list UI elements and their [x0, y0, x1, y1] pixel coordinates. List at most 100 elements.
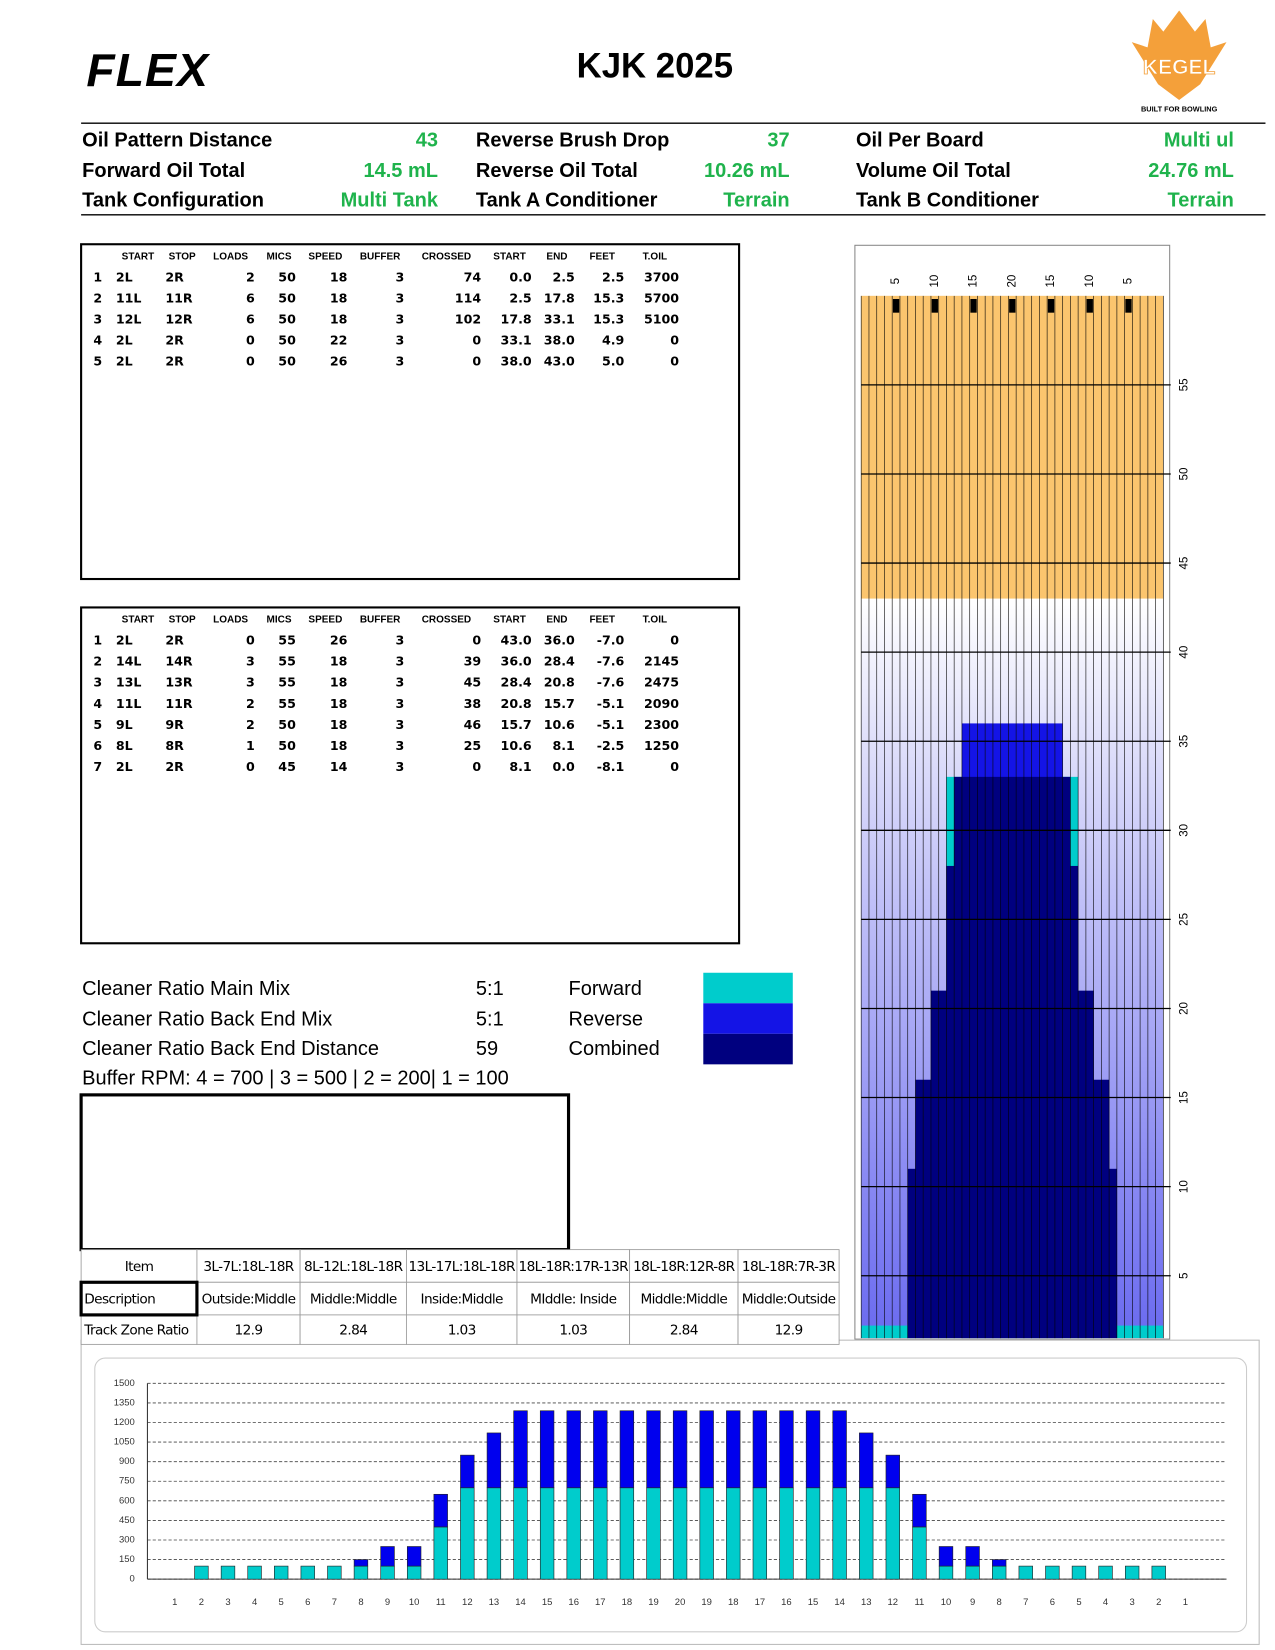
table-cell: Item [125, 1259, 154, 1275]
bar-segment [992, 1565, 1007, 1580]
table-cell: 39 [464, 654, 482, 669]
bar-segment [672, 1410, 688, 1489]
x-tick-label: 9 [970, 1597, 975, 1608]
legend-swatch [703, 972, 793, 1004]
bar-segment [247, 1565, 262, 1580]
table-cell: 46 [464, 717, 482, 732]
summary-label: Reverse Oil Total [476, 160, 638, 182]
oil-bar [977, 776, 986, 1339]
y-tick-label: 450 [119, 1515, 135, 1526]
table-cell: Middle:Middle [310, 1292, 397, 1308]
oil-bar [876, 1325, 885, 1339]
x-tick-label: 3 [1130, 1597, 1135, 1608]
bar-panel [94, 1357, 1248, 1633]
table-cell: 3 [396, 633, 405, 648]
table-cell: 5700 [644, 290, 679, 305]
bar-segment [353, 1565, 369, 1580]
table-cell: Track Zone Ratio [83, 1323, 189, 1339]
bar-segment [779, 1487, 794, 1580]
table-cell: 0 [472, 759, 481, 774]
bar-segment [194, 1565, 209, 1580]
table-cell: Middle:Outside [742, 1292, 836, 1308]
column-header: BUFFER [360, 252, 401, 263]
table-cell-box [629, 1314, 739, 1345]
table-cell: 28.4 [544, 654, 575, 669]
summary-label: Tank B Conditioner [856, 189, 1039, 211]
bar-segment [965, 1546, 980, 1567]
y-tick-label: 750 [119, 1476, 135, 1487]
legend-label: Forward [569, 978, 642, 1000]
table-cell: 50 [278, 717, 296, 732]
table-cell: 18 [330, 738, 348, 753]
x-tick-label: 12 [888, 1597, 899, 1608]
summary-value: 43 [416, 129, 438, 151]
x-tick-label: 16 [781, 1597, 792, 1608]
oil-bar [868, 1325, 877, 1339]
table-cell-box [405, 1314, 518, 1345]
summary-label: Tank Configuration [82, 189, 264, 211]
oil-bar [1023, 776, 1032, 1339]
table-cell: -8.1 [597, 759, 625, 774]
title: KJK 2025 [577, 48, 733, 86]
y-tick-label: 150 [119, 1554, 135, 1565]
table-cell: 11L [116, 696, 142, 711]
brand: KEGEL [1143, 56, 1216, 79]
table-cell: 14 [330, 759, 348, 774]
lane-dry [861, 295, 1164, 599]
oil-bar [930, 990, 939, 1339]
x-tick-label: 20 [675, 1597, 686, 1608]
bar-segment [220, 1565, 236, 1580]
legend-label: Reverse [569, 1008, 643, 1030]
table-cell: 8L-12L:18L-18R [304, 1259, 404, 1275]
summary-label: Oil Per Board [856, 129, 984, 151]
table-cell-box [405, 1249, 518, 1283]
table-cell: 5100 [644, 312, 679, 327]
summary-label: Oil Pattern Distance [82, 129, 272, 151]
x-tick-label: 1 [1183, 1597, 1188, 1608]
table-cell: 50 [278, 269, 296, 284]
table-cell: 5 [93, 354, 102, 369]
y-tick-label: 10 [1178, 1180, 1190, 1193]
table-cell: 43.0 [544, 354, 575, 369]
column-header: T.OIL [643, 615, 667, 626]
table-cell: 18 [330, 696, 348, 711]
table-cell-box [405, 1281, 518, 1316]
table-cell: 2L [116, 633, 133, 648]
table-cell: 3 [93, 675, 102, 690]
bar-segment [433, 1493, 448, 1528]
y-tick-label: 45 [1178, 557, 1190, 570]
summary-label: Forward Oil Total [82, 160, 245, 182]
column-header: START [493, 252, 526, 263]
x-tick-label: 19 [701, 1597, 712, 1608]
legend-label: Combined [569, 1038, 660, 1060]
oil-bar [1132, 1325, 1141, 1339]
x-tick-label: 15 [1045, 275, 1057, 288]
table-cell-box [629, 1281, 739, 1316]
bar-segment [593, 1487, 608, 1580]
column-header: STOP [169, 615, 196, 626]
bar-segment [1098, 1565, 1113, 1580]
table-cell-box [196, 1281, 301, 1316]
table-cell: 2R [165, 354, 184, 369]
oil-bar [1147, 1325, 1156, 1339]
bar-segment [539, 1410, 555, 1489]
table-cell: Inside:Middle [421, 1292, 503, 1308]
bar-segment [672, 1487, 688, 1580]
bar-segment [327, 1565, 342, 1580]
table-cell: 15.3 [593, 312, 624, 327]
table-cell: 20.8 [544, 675, 575, 690]
table-cell: 10.6 [501, 738, 532, 753]
x-tick-label: 4 [1103, 1597, 1108, 1608]
column-header: T.OIL [643, 252, 667, 263]
bar-segment [832, 1487, 847, 1580]
x-tick-label: 14 [515, 1597, 526, 1608]
oil-bar [1031, 776, 1040, 1339]
bar-segment [619, 1487, 635, 1580]
table-cell: 11L [116, 290, 142, 305]
table-cell: 3 [396, 654, 405, 669]
x-tick-label: 16 [568, 1597, 579, 1608]
table-cell: 11R [165, 696, 193, 711]
table-cell: Outside:Middle [202, 1292, 296, 1308]
oil-bar [1085, 990, 1094, 1339]
